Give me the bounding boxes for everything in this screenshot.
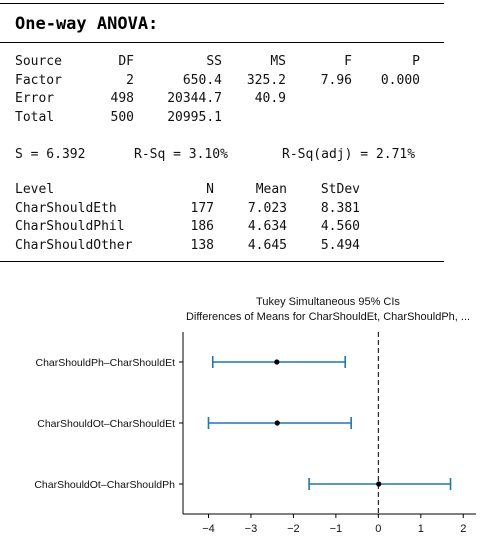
anova-table: Source DF SS MS F P Factor 2 650.4 325.2…: [15, 53, 420, 127]
level-cell: 8.381: [320, 200, 360, 216]
fit-stat-s: S = 6.392: [15, 147, 86, 162]
anova-cell: 20344.7: [167, 91, 222, 107]
anova-cell: 2: [126, 72, 134, 88]
fit-stat-rsq-adj: R-Sq(adj) = 2.71%: [282, 147, 416, 162]
anova-cell: 498: [110, 91, 134, 107]
anova-cell: 500: [110, 109, 134, 125]
x-tick-label: 0: [375, 523, 381, 535]
level-cell: 186: [190, 219, 214, 235]
x-tick-label: −4: [202, 523, 215, 535]
anova-row: Total 500 20995.1: [15, 109, 420, 128]
level-cell: 4.645: [247, 237, 287, 253]
anova-cell: [352, 90, 420, 109]
anova-cell: 20995.1: [167, 109, 222, 125]
title-rule: [0, 42, 444, 43]
level-header-cell: Mean: [255, 182, 287, 198]
anova-cell: [286, 90, 352, 109]
level-row: CharShouldPhil 186 4.634 4.560: [15, 218, 360, 237]
anova-header-cell: DF: [118, 54, 134, 70]
level-cell: CharShouldEth: [15, 200, 117, 216]
anova-header-cell: P: [412, 54, 420, 70]
level-header-cell: N: [206, 182, 214, 198]
table-bottom-rule: [0, 261, 444, 262]
x-tick-label: −3: [245, 523, 258, 535]
ci-estimate-point: [274, 359, 280, 365]
level-cell: 177: [190, 200, 214, 216]
page-title: One-way ANOVA:: [15, 14, 159, 34]
level-table: Level N Mean StDev CharShouldEth 177 7.0…: [15, 181, 360, 255]
x-tick-label: 1: [418, 523, 424, 535]
anova-row: Factor 2 650.4 325.2 7.96 0.000: [15, 72, 420, 91]
interval-label: CharShouldOt–CharShouldEt: [37, 418, 175, 430]
interval-label: CharShouldPh–CharShouldEt: [35, 357, 175, 369]
level-cell: 4.634: [247, 219, 287, 235]
x-tick-label: −1: [330, 523, 343, 535]
top-rule: [0, 3, 444, 4]
level-header-row: Level N Mean StDev: [15, 181, 360, 200]
chart-title: Tukey Simultaneous 95% CIs: [256, 296, 400, 308]
fit-stat-rsq: R-Sq = 3.10%: [134, 147, 228, 162]
ci-estimate-point: [274, 420, 280, 426]
anova-cell: 40.9: [254, 91, 286, 107]
anova-cell: Error: [15, 91, 55, 107]
level-cell: 7.023: [247, 200, 287, 216]
level-cell: CharShouldPhil: [15, 219, 125, 235]
chart-subtitle: Differences of Means for CharShouldEt, C…: [186, 311, 470, 323]
anova-cell: Factor: [15, 72, 62, 88]
level-header-cell: StDev: [320, 182, 360, 198]
ci-estimate-point: [376, 481, 382, 487]
level-row: CharShouldOther 138 4.645 5.494: [15, 237, 360, 256]
interval-label: CharShouldOt–CharShouldPh: [34, 479, 175, 491]
x-tick-label: 2: [460, 523, 466, 535]
anova-header-cell: Source: [15, 54, 62, 70]
level-row: CharShouldEth 177 7.023 8.381: [15, 200, 360, 219]
level-cell: CharShouldOther: [15, 237, 133, 253]
anova-cell: 7.96: [320, 72, 352, 88]
level-cell: 5.494: [320, 237, 360, 253]
anova-cell: [286, 109, 352, 128]
anova-cell: 0.000: [380, 72, 420, 88]
level-cell: 4.560: [320, 219, 360, 235]
level-cell: 138: [190, 237, 214, 253]
anova-cell: Total: [15, 109, 55, 125]
anova-header-cell: MS: [270, 54, 286, 70]
x-tick-label: −2: [287, 523, 300, 535]
plot-area: −4 −3 −2 −1 0 1 2 CharShouldPh–CharShouldEt Char…: [34, 332, 476, 535]
anova-row: Error 498 20344.7 40.9: [15, 90, 420, 109]
anova-cell: [352, 109, 420, 128]
anova-cell: 325.2: [246, 72, 286, 88]
level-header-cell: Level: [15, 182, 55, 198]
anova-header-row: Source DF SS MS F P: [15, 53, 420, 72]
anova-cell: 650.4: [182, 72, 222, 88]
anova-header-cell: SS: [206, 54, 222, 70]
anova-cell: [222, 109, 286, 128]
tukey-ci-chart: Tukey Simultaneous 95% CIs Differences o…: [34, 296, 476, 535]
anova-header-cell: F: [344, 54, 352, 70]
